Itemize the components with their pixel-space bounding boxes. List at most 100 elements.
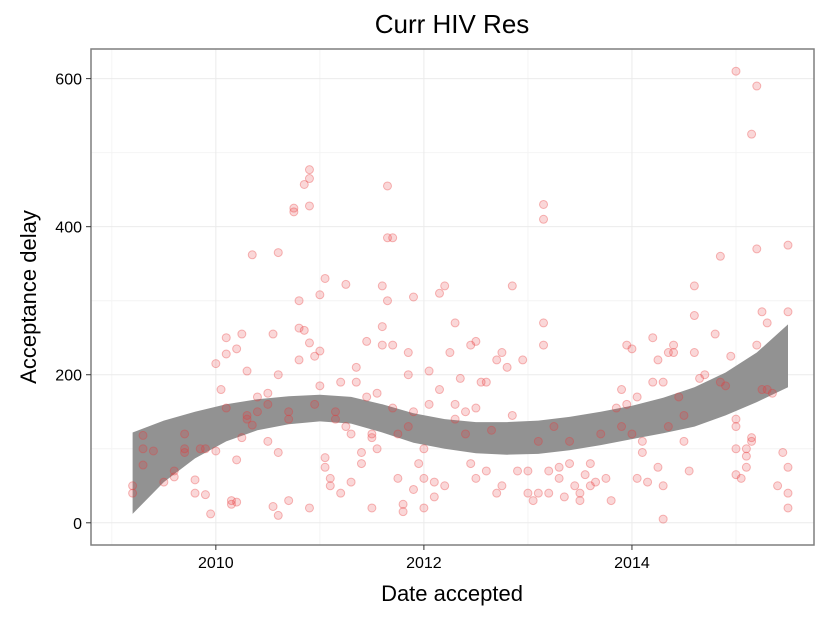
data-point: [403, 370, 413, 380]
data-point: [731, 470, 741, 480]
data-point: [310, 399, 320, 409]
data-point: [419, 444, 429, 454]
data-point: [388, 233, 398, 243]
data-point: [471, 403, 481, 413]
data-point: [528, 496, 538, 506]
data-point: [715, 377, 725, 387]
data-point: [544, 466, 554, 476]
x-axis-label: Date accepted: [381, 581, 523, 606]
data-point: [689, 311, 699, 321]
data-point: [539, 214, 549, 224]
data-point: [466, 340, 476, 350]
data-point: [513, 466, 523, 476]
data-point: [263, 436, 273, 446]
data-point: [351, 362, 361, 372]
data-point: [658, 481, 668, 491]
data-point: [752, 81, 762, 91]
data-point: [320, 453, 330, 463]
data-point: [461, 407, 471, 417]
data-point: [232, 497, 242, 507]
data-point: [575, 488, 585, 498]
data-point: [294, 355, 304, 365]
data-point: [232, 455, 242, 465]
data-points: [128, 66, 793, 524]
data-point: [221, 333, 231, 343]
data-point: [356, 459, 366, 469]
data-point: [429, 492, 439, 502]
data-point: [783, 503, 793, 513]
data-point: [689, 348, 699, 358]
data-point: [606, 496, 616, 506]
data-point: [180, 429, 190, 439]
data-point: [679, 410, 689, 420]
data-point: [289, 207, 299, 217]
data-point: [715, 251, 725, 261]
grid-lines: [91, 49, 814, 545]
data-point: [783, 462, 793, 472]
data-point: [736, 473, 746, 483]
data-point: [731, 444, 741, 454]
data-point: [169, 466, 179, 476]
data-point: [601, 473, 611, 483]
data-point: [622, 399, 632, 409]
data-point: [700, 370, 710, 380]
data-point: [398, 499, 408, 509]
data-point: [554, 462, 564, 472]
data-point: [237, 433, 247, 443]
data-point: [237, 329, 247, 339]
x-tick-label: 2010: [198, 555, 234, 572]
data-point: [747, 129, 757, 139]
data-point: [128, 481, 138, 491]
data-point: [403, 422, 413, 432]
data-point: [741, 462, 751, 472]
data-point: [539, 340, 549, 350]
data-point: [382, 296, 392, 306]
data-point: [138, 444, 148, 454]
data-point: [294, 296, 304, 306]
data-point: [497, 481, 507, 491]
data-point: [304, 201, 314, 211]
data-point: [216, 385, 226, 395]
data-point: [674, 392, 684, 402]
data-point: [741, 444, 751, 454]
data-point: [752, 244, 762, 254]
chart-title: Curr HIV Res: [375, 9, 530, 39]
data-point: [138, 460, 148, 470]
data-point: [710, 329, 720, 339]
data-point: [523, 488, 533, 498]
data-point: [554, 473, 564, 483]
data-point: [721, 381, 731, 391]
data-point: [570, 481, 580, 491]
data-point: [783, 307, 793, 317]
data-point: [268, 329, 278, 339]
data-point: [367, 433, 377, 443]
data-point: [242, 414, 252, 424]
data-point: [377, 322, 387, 332]
data-point: [455, 373, 465, 383]
data-point: [632, 392, 642, 402]
data-point: [481, 466, 491, 476]
data-point: [648, 333, 658, 343]
data-point: [294, 323, 304, 333]
data-point: [585, 459, 595, 469]
data-point: [507, 281, 517, 291]
data-point: [450, 318, 460, 328]
data-point: [622, 340, 632, 350]
data-point: [533, 488, 543, 498]
data-point: [325, 481, 335, 491]
y-tick-label: 400: [55, 220, 82, 237]
data-point: [346, 429, 356, 439]
data-point: [330, 414, 340, 424]
data-point: [393, 429, 403, 439]
data-point: [273, 370, 283, 380]
data-point: [341, 422, 351, 432]
data-point: [492, 355, 502, 365]
data-point: [284, 496, 294, 506]
y-tick-label: 200: [55, 368, 82, 385]
data-point: [643, 477, 653, 487]
data-point: [565, 459, 575, 469]
data-point: [273, 447, 283, 457]
data-point: [310, 351, 320, 361]
data-point: [408, 484, 418, 494]
data-point: [689, 281, 699, 291]
